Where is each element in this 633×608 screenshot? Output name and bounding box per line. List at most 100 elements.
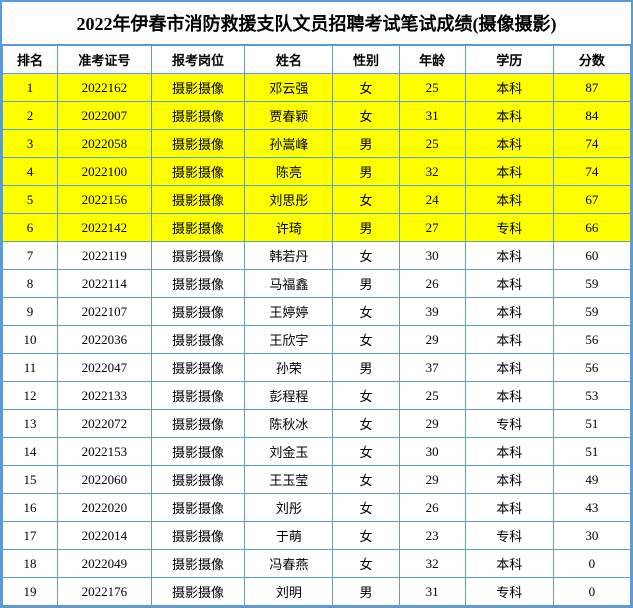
cell-age: 30 — [399, 242, 465, 270]
cell-id: 2022072 — [58, 410, 152, 438]
table-row: 162022020摄影摄像刘彤女26本科43 — [3, 494, 631, 522]
cell-rank: 10 — [3, 326, 58, 354]
cell-position: 摄影摄像 — [151, 578, 245, 606]
cell-id: 2022049 — [58, 550, 152, 578]
cell-name: 彭程程 — [245, 382, 333, 410]
cell-id: 2022162 — [58, 74, 152, 102]
cell-rank: 5 — [3, 186, 58, 214]
cell-rank: 1 — [3, 74, 58, 102]
table-row: 72022119摄影摄像韩若丹女30本科60 — [3, 242, 631, 270]
cell-gender: 女 — [333, 438, 399, 466]
cell-rank: 18 — [3, 550, 58, 578]
table-row: 62022142摄影摄像许琦男27专科66 — [3, 214, 631, 242]
cell-age: 26 — [399, 494, 465, 522]
cell-age: 32 — [399, 158, 465, 186]
cell-edu: 本科 — [465, 298, 553, 326]
cell-score: 74 — [553, 158, 630, 186]
cell-position: 摄影摄像 — [151, 270, 245, 298]
cell-name: 刘彤 — [245, 494, 333, 522]
cell-gender: 男 — [333, 214, 399, 242]
table-row: 182022049摄影摄像冯春燕女32本科0 — [3, 550, 631, 578]
cell-id: 2022058 — [58, 130, 152, 158]
cell-gender: 女 — [333, 494, 399, 522]
cell-age: 32 — [399, 550, 465, 578]
cell-score: 84 — [553, 102, 630, 130]
table-header-row: 排名 准考证号 报考岗位 姓名 性别 年龄 学历 分数 — [3, 46, 631, 74]
cell-edu: 本科 — [465, 354, 553, 382]
cell-score: 49 — [553, 466, 630, 494]
table-row: 132022072摄影摄像陈秋冰女29专科51 — [3, 410, 631, 438]
cell-id: 2022060 — [58, 466, 152, 494]
cell-rank: 17 — [3, 522, 58, 550]
cell-name: 于萌 — [245, 522, 333, 550]
cell-id: 2022047 — [58, 354, 152, 382]
table-row: 32022058摄影摄像孙嵩峰男25本科74 — [3, 130, 631, 158]
cell-age: 29 — [399, 410, 465, 438]
cell-age: 26 — [399, 270, 465, 298]
cell-rank: 15 — [3, 466, 58, 494]
cell-gender: 男 — [333, 270, 399, 298]
cell-gender: 女 — [333, 298, 399, 326]
cell-edu: 本科 — [465, 494, 553, 522]
cell-position: 摄影摄像 — [151, 410, 245, 438]
cell-position: 摄影摄像 — [151, 102, 245, 130]
cell-score: 56 — [553, 354, 630, 382]
cell-name: 陈亮 — [245, 158, 333, 186]
cell-edu: 专科 — [465, 578, 553, 606]
cell-rank: 12 — [3, 382, 58, 410]
cell-gender: 女 — [333, 522, 399, 550]
cell-position: 摄影摄像 — [151, 354, 245, 382]
cell-edu: 本科 — [465, 382, 553, 410]
cell-position: 摄影摄像 — [151, 74, 245, 102]
cell-position: 摄影摄像 — [151, 466, 245, 494]
cell-gender: 女 — [333, 382, 399, 410]
cell-rank: 19 — [3, 578, 58, 606]
cell-gender: 女 — [333, 326, 399, 354]
cell-score: 43 — [553, 494, 630, 522]
cell-age: 39 — [399, 298, 465, 326]
cell-rank: 7 — [3, 242, 58, 270]
cell-score: 87 — [553, 74, 630, 102]
cell-score: 0 — [553, 578, 630, 606]
cell-rank: 9 — [3, 298, 58, 326]
cell-name: 刘金玉 — [245, 438, 333, 466]
cell-score: 60 — [553, 242, 630, 270]
cell-age: 25 — [399, 74, 465, 102]
cell-id: 2022036 — [58, 326, 152, 354]
cell-name: 许琦 — [245, 214, 333, 242]
cell-score: 56 — [553, 326, 630, 354]
cell-edu: 本科 — [465, 242, 553, 270]
cell-gender: 男 — [333, 158, 399, 186]
cell-id: 2022014 — [58, 522, 152, 550]
cell-rank: 6 — [3, 214, 58, 242]
cell-position: 摄影摄像 — [151, 550, 245, 578]
col-header-gender: 性别 — [333, 46, 399, 74]
cell-edu: 本科 — [465, 158, 553, 186]
cell-gender: 女 — [333, 186, 399, 214]
cell-id: 2022176 — [58, 578, 152, 606]
cell-id: 2022114 — [58, 270, 152, 298]
cell-edu: 本科 — [465, 270, 553, 298]
cell-rank: 2 — [3, 102, 58, 130]
table-row: 112022047摄影摄像孙荣男37本科56 — [3, 354, 631, 382]
cell-id: 2022020 — [58, 494, 152, 522]
cell-edu: 本科 — [465, 466, 553, 494]
cell-position: 摄影摄像 — [151, 186, 245, 214]
cell-edu: 本科 — [465, 550, 553, 578]
cell-position: 摄影摄像 — [151, 494, 245, 522]
cell-edu: 专科 — [465, 410, 553, 438]
cell-id: 2022153 — [58, 438, 152, 466]
cell-name: 邓云强 — [245, 74, 333, 102]
score-table: 排名 准考证号 报考岗位 姓名 性别 年龄 学历 分数 12022162摄影摄像… — [2, 45, 631, 606]
cell-gender: 男 — [333, 354, 399, 382]
cell-score: 66 — [553, 214, 630, 242]
cell-score: 59 — [553, 270, 630, 298]
table-row: 52022156摄影摄像刘思彤女24本科67 — [3, 186, 631, 214]
cell-name: 贾春颖 — [245, 102, 333, 130]
cell-gender: 女 — [333, 102, 399, 130]
cell-id: 2022107 — [58, 298, 152, 326]
table-row: 102022036摄影摄像王欣宇女29本科56 — [3, 326, 631, 354]
cell-rank: 8 — [3, 270, 58, 298]
cell-edu: 本科 — [465, 74, 553, 102]
cell-position: 摄影摄像 — [151, 298, 245, 326]
